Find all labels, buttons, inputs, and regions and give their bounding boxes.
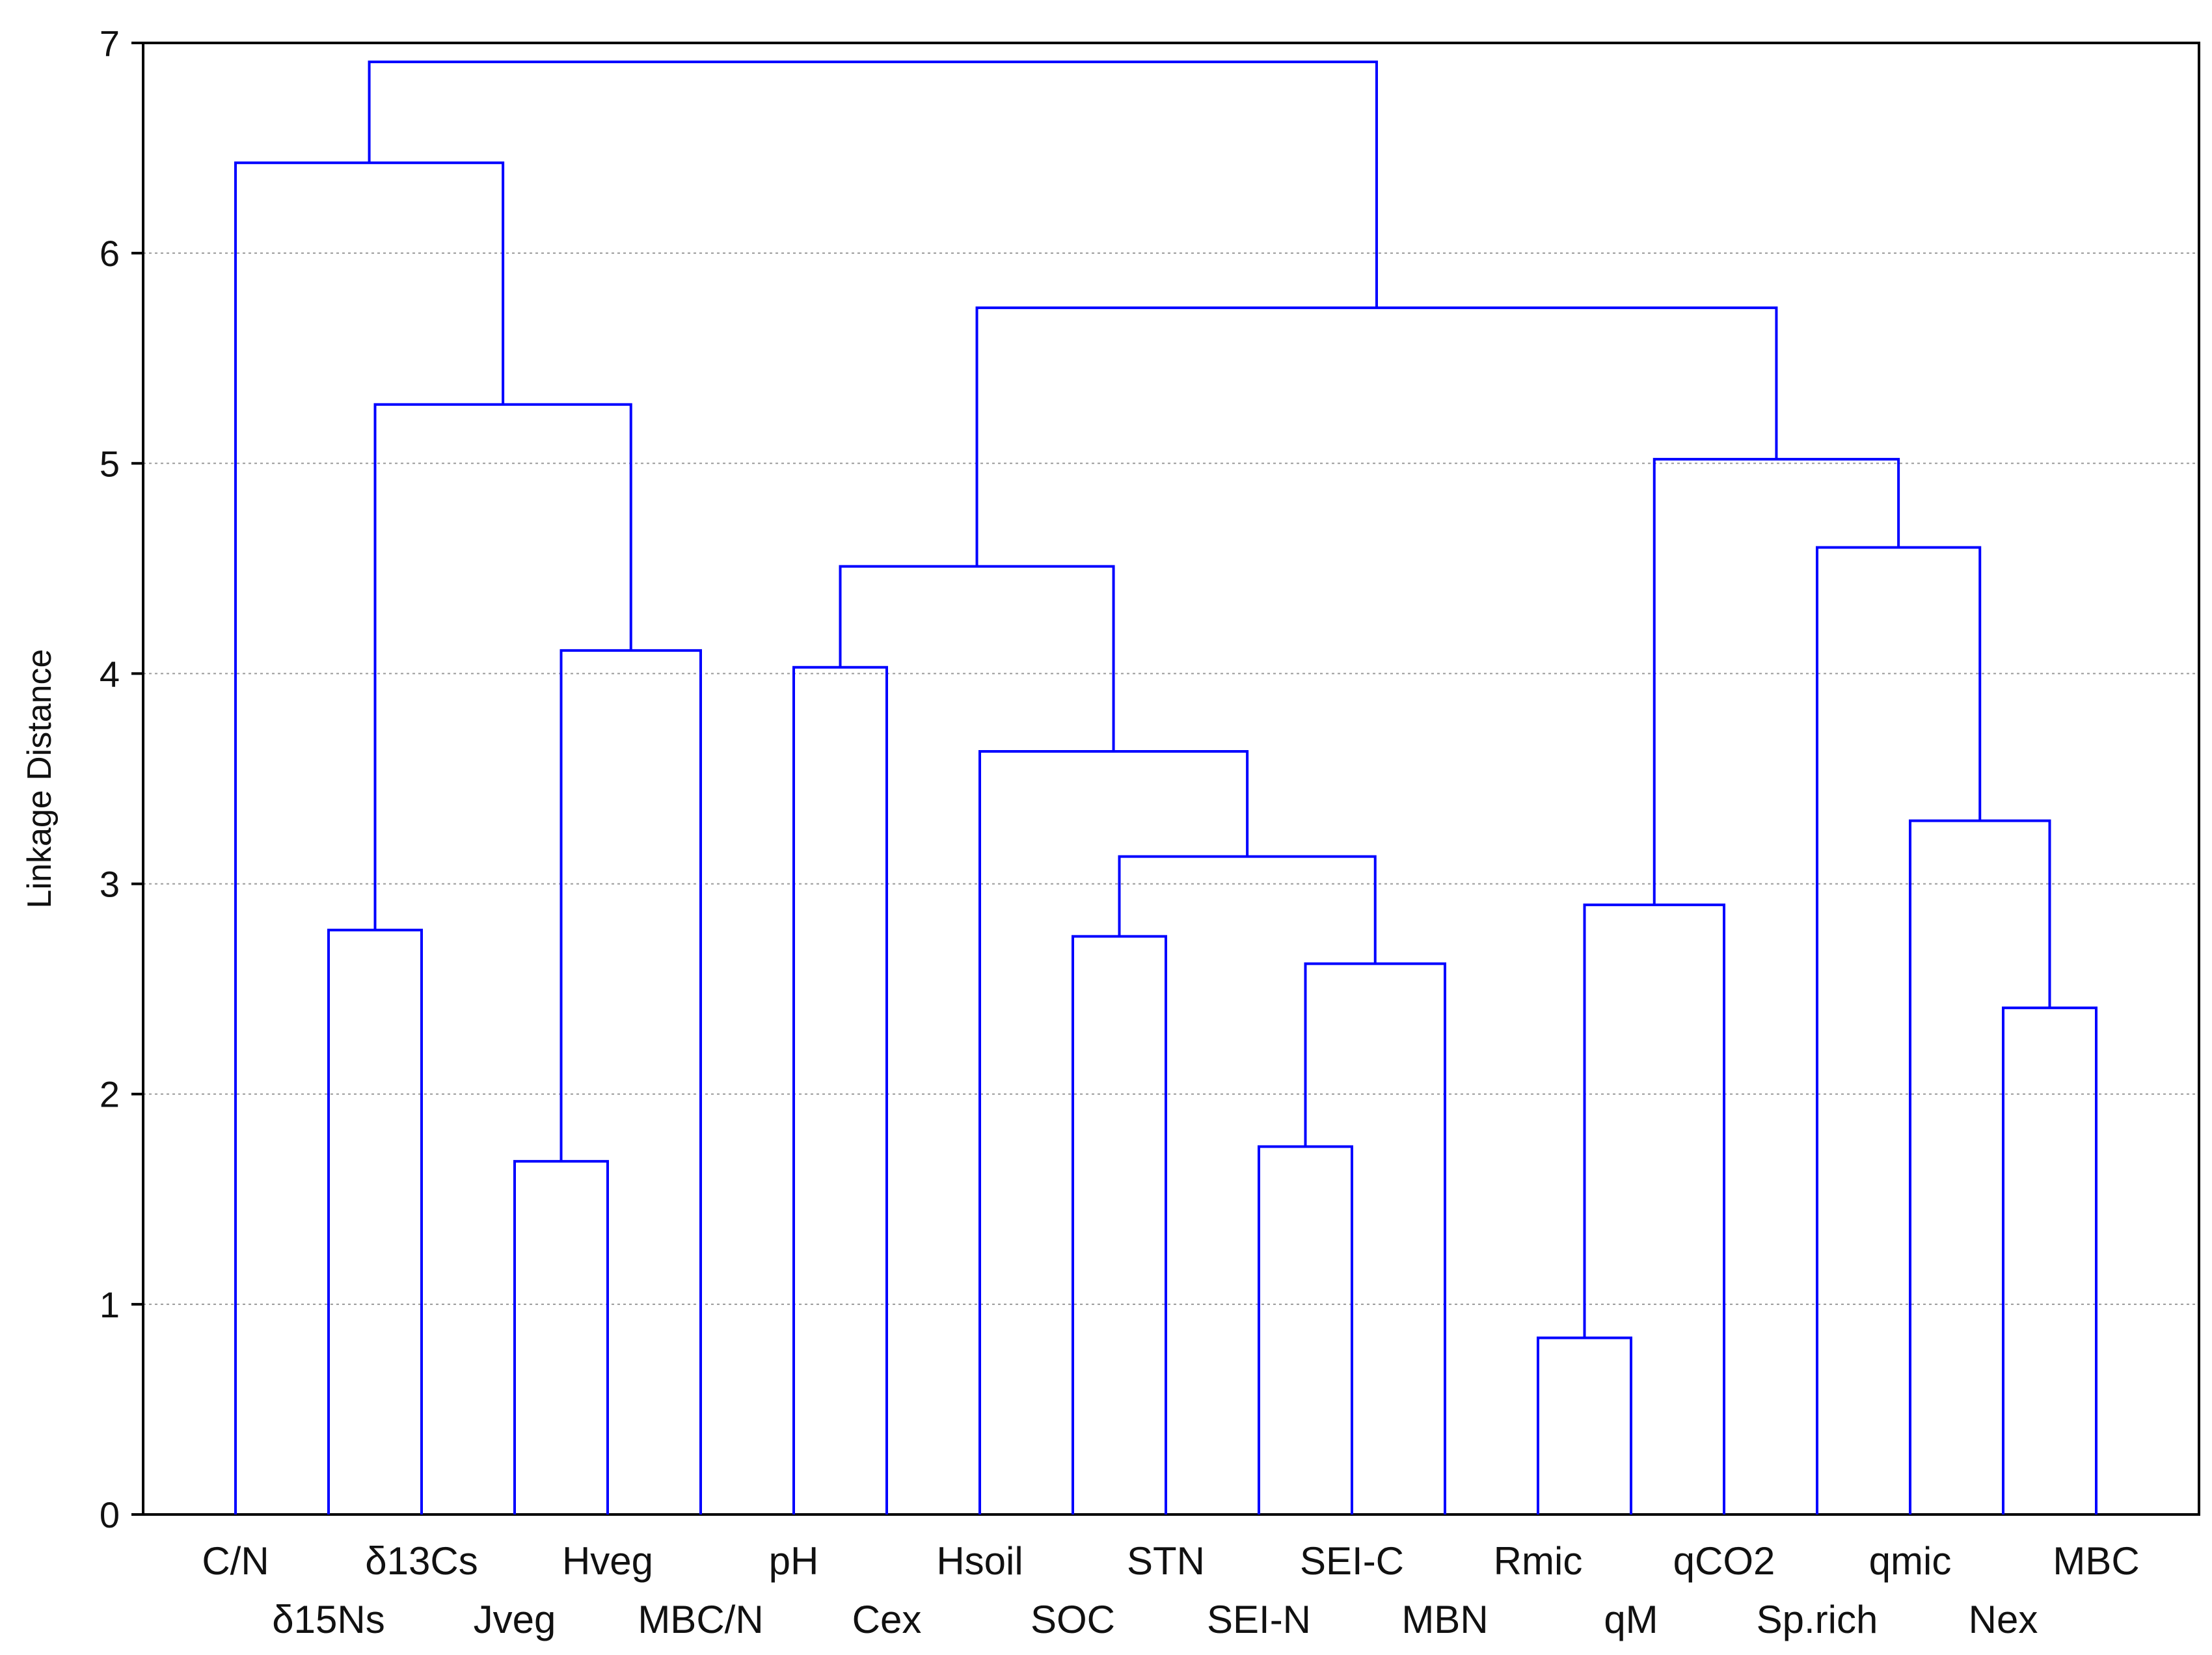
gridlines	[143, 252, 2199, 1305]
dendrogram-link	[368, 61, 1378, 308]
dendrogram-link	[975, 306, 1778, 567]
ytick-label-6: 6	[100, 233, 120, 274]
dendrogram-link	[2002, 1006, 2097, 1514]
leaf-label: Cex	[852, 1598, 922, 1641]
leaf-label: qCO2	[1673, 1539, 1775, 1583]
leaf-label: δ13Cs	[365, 1539, 478, 1583]
plot-frame	[142, 42, 2200, 1516]
leaf-label: MBN	[1401, 1598, 1488, 1641]
dendrogram-link	[234, 161, 505, 1514]
dendrogram-link	[1909, 819, 2051, 1514]
ytick-label-4: 4	[100, 653, 120, 694]
ytick-label-5: 5	[100, 443, 120, 484]
dendrogram-links	[234, 61, 2097, 1514]
dendrogram-link	[1816, 546, 1982, 1514]
dendrogram-link	[839, 565, 1115, 751]
leaf-label: Rmic	[1494, 1539, 1583, 1583]
leaf-label: Sp.rich	[1757, 1598, 1878, 1641]
leaf-label: Hveg	[562, 1539, 653, 1583]
leaf-label: Jveg	[474, 1598, 556, 1641]
y-axis-title: Linkage Distance	[21, 649, 59, 909]
leaf-label: SEI-C	[1300, 1539, 1404, 1583]
dendrogram-link	[1118, 855, 1377, 964]
dendrogram-link	[1537, 1336, 1632, 1514]
dendrogram-link	[1304, 962, 1446, 1514]
dendrogram-link	[1652, 457, 1900, 905]
leaf-label: SOC	[1031, 1598, 1115, 1641]
ytick-label-3: 3	[100, 864, 120, 905]
dendrogram-link	[327, 928, 423, 1514]
leaf-label: STN	[1127, 1539, 1205, 1583]
dendrogram-link	[1072, 935, 1167, 1514]
ytick-label-1: 1	[100, 1284, 120, 1325]
leaf-label: qmic	[1869, 1539, 1952, 1583]
dendrogram-link	[978, 749, 1249, 1514]
leaf-label: MBC/N	[638, 1598, 763, 1641]
leaf-label: Hsoil	[936, 1539, 1023, 1583]
leaf-label: SEI-N	[1207, 1598, 1311, 1641]
dendrogram-link	[1583, 903, 1725, 1514]
leaf-label: qM	[1604, 1598, 1658, 1641]
ytick-label-2: 2	[100, 1074, 120, 1115]
ytick-label-7: 7	[100, 23, 120, 64]
leaf-label: δ15Ns	[272, 1598, 384, 1641]
dendrogram-link	[792, 666, 888, 1514]
leaf-label: C/N	[202, 1539, 269, 1583]
y-axis-ticks: 0 1 2 3 4 5 6 7	[100, 23, 143, 1535]
leaf-label: pH	[769, 1539, 819, 1583]
leaf-label: MBC	[2053, 1539, 2139, 1583]
dendrogram-link	[373, 403, 632, 930]
dendrogram-link	[513, 1160, 609, 1514]
dendrogram-link	[560, 649, 702, 1514]
leaf-label: Nex	[1969, 1598, 2038, 1641]
dendrogram-link	[1258, 1145, 1353, 1514]
ytick-label-0: 0	[100, 1494, 120, 1535]
